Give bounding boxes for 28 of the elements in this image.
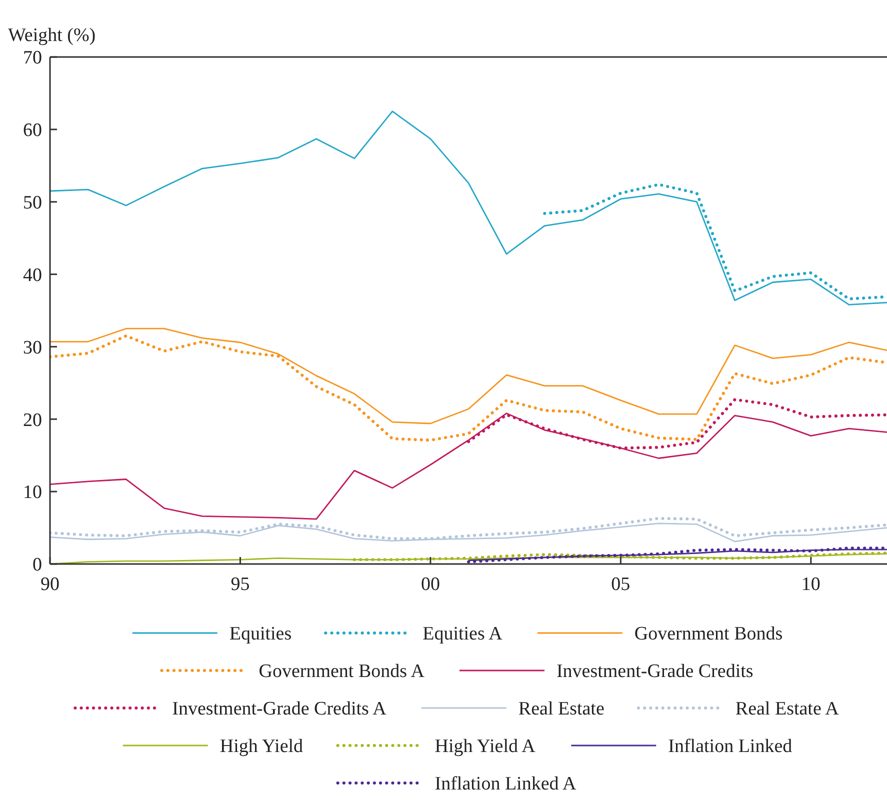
legend-label: Real Estate — [518, 698, 604, 720]
y-tick-label: 30 — [23, 337, 42, 358]
y-tick-label: 40 — [23, 264, 42, 286]
y-tick-label: 50 — [23, 192, 42, 214]
legend-label: Equities A — [422, 624, 503, 645]
legend-label: Government Bonds A — [258, 661, 425, 682]
legend-label: Inflation Linked — [668, 736, 793, 758]
legend-label: Government Bonds — [634, 624, 783, 645]
x-tick-label: 10 — [801, 574, 820, 595]
y-axis-title: Weight (%) — [8, 25, 96, 46]
x-tick-label: 95 — [230, 574, 250, 595]
legend-label: Investment-Grade Credits A — [172, 698, 387, 720]
legend-label: Real Estate A — [735, 698, 840, 720]
x-tick-label: 90 — [40, 574, 60, 595]
x-tick-label: 05 — [611, 574, 630, 595]
line-series — [50, 516, 887, 540]
legend-label: Equities — [229, 624, 292, 645]
y-tick-label: 70 — [23, 48, 42, 69]
y-tick-label: 0 — [32, 554, 42, 576]
y-tick-label: 10 — [23, 482, 42, 504]
line-series — [50, 110, 887, 306]
legend-label: Investment-Grade Credits — [556, 661, 754, 682]
legend-label: High Yield — [220, 736, 304, 758]
x-tick-label: 00 — [420, 574, 440, 595]
legend-label: High Yield A — [434, 736, 536, 758]
legend-label: Inflation Linked A — [434, 774, 576, 795]
y-tick-label: 60 — [23, 120, 42, 142]
y-tick-label: 20 — [23, 410, 42, 431]
